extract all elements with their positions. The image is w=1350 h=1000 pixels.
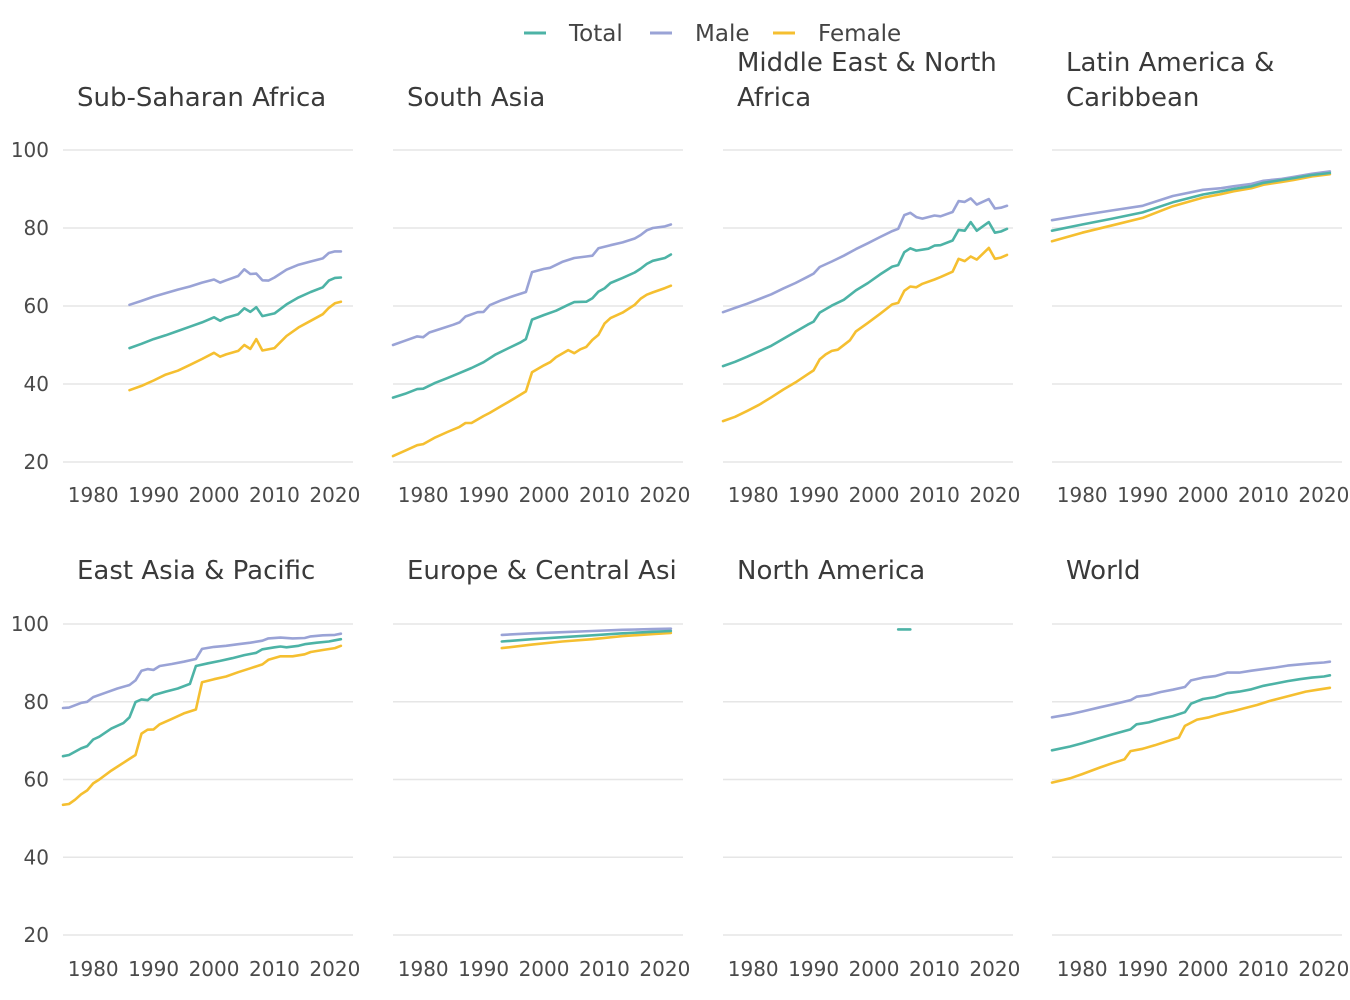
series-line-total	[500, 629, 673, 643]
x-tick-label: 2020	[1298, 957, 1349, 981]
x-tick-label: 1990	[788, 483, 839, 507]
legend-label-total: Total	[568, 21, 623, 47]
series-line-male	[1050, 660, 1332, 719]
series-line-female	[1050, 172, 1332, 243]
x-tick-label: 1990	[128, 483, 179, 507]
x-tick-label: 2020	[969, 483, 1020, 507]
legend-item-total: Total	[524, 21, 623, 47]
chart-panels: Sub-Saharan Africa 20 40 60 80 100 1980 1990 200…	[11, 48, 1350, 981]
x-tick-label: 2020	[309, 483, 360, 507]
legend-label-female: Female	[818, 21, 901, 47]
panel-sub-saharan-africa: Sub-Saharan Africa 20 40 60 80 100 1980 1990 200…	[11, 83, 361, 507]
x-tick-label: 1990	[1117, 957, 1168, 981]
panel-world: World 1980 1990 2000 2010 2020	[1050, 556, 1349, 981]
legend: Total Male Female	[524, 21, 901, 47]
series-line-female	[61, 644, 343, 807]
x-tick-label: 2000	[519, 483, 570, 507]
panel-north-america: North America 1980 1990 2000 2010 2020	[723, 556, 1020, 981]
x-tick-label: 1980	[68, 483, 119, 507]
x-tick-label: 2000	[1178, 957, 1229, 981]
series-line-total	[61, 637, 343, 758]
panel-title: Sub-Saharan Africa	[77, 83, 326, 113]
panel-east-asia-pacific: East Asia & Pacific 20 40 60 80 100 1980 1990 20…	[11, 556, 361, 981]
x-tick-label: 2000	[519, 957, 570, 981]
series-line-male	[500, 627, 673, 637]
x-tick-label: 2020	[969, 957, 1020, 981]
panel-title: Caribbean	[1066, 83, 1199, 113]
series-line-female	[391, 284, 673, 458]
x-tick-label: 2010	[579, 483, 630, 507]
x-tick-label: 2020	[1298, 483, 1349, 507]
series-line-male	[721, 197, 1009, 314]
series-line-female	[1050, 686, 1332, 784]
panel-title: North America	[737, 556, 925, 586]
legend-item-male: Male	[650, 21, 749, 47]
x-tick-label: 1990	[128, 957, 179, 981]
x-tick-label: 2010	[1238, 957, 1289, 981]
y-tick-label: 80	[24, 216, 49, 240]
x-tick-label: 2020	[639, 957, 690, 981]
x-tick-label: 2020	[639, 483, 690, 507]
series-line-female	[128, 300, 343, 392]
y-tick-label: 80	[24, 690, 49, 714]
x-tick-label: 2000	[849, 483, 900, 507]
x-tick-label: 2010	[579, 957, 630, 981]
series-line-male	[61, 632, 343, 710]
series-line-total	[1050, 674, 1332, 752]
y-tick-label: 20	[24, 450, 49, 474]
y-tick-label: 40	[24, 372, 49, 396]
x-tick-label: 2000	[189, 483, 240, 507]
legend-item-female: Female	[773, 21, 901, 47]
x-tick-label: 1980	[1057, 957, 1108, 981]
x-tick-label: 2010	[909, 957, 960, 981]
series-line-total	[721, 220, 1009, 368]
x-tick-label: 2000	[1178, 483, 1229, 507]
y-tick-label: 60	[24, 294, 49, 318]
x-tick-label: 1980	[728, 483, 779, 507]
x-tick-label: 1980	[728, 957, 779, 981]
panel-title: South Asia	[407, 83, 545, 113]
series-line-female	[500, 631, 673, 650]
x-tick-label: 2000	[849, 957, 900, 981]
panel-title: Africa	[737, 83, 811, 113]
x-tick-label: 1990	[1117, 483, 1168, 507]
x-tick-label: 1990	[458, 957, 509, 981]
y-tick-label: 100	[11, 138, 49, 162]
panel-title: Latin America &	[1066, 48, 1274, 78]
y-tick-label: 40	[24, 845, 49, 869]
series-line-total	[391, 253, 673, 399]
panel-europe-central-asi: Europe & Central Asi 1980 1990 2000 2010 2020	[393, 556, 690, 981]
x-tick-label: 1980	[1057, 483, 1108, 507]
x-tick-label: 2010	[909, 483, 960, 507]
y-tick-label: 20	[24, 923, 49, 947]
series-line-female	[721, 246, 1009, 423]
x-tick-label: 1980	[398, 483, 449, 507]
panel-title: Europe & Central Asi	[407, 556, 677, 586]
x-tick-label: 2000	[189, 957, 240, 981]
x-tick-label: 1980	[68, 957, 119, 981]
y-tick-label: 100	[11, 612, 49, 636]
series-line-total	[128, 276, 343, 350]
series-line-male	[391, 223, 673, 347]
panel-title: East Asia & Pacific	[77, 556, 315, 586]
x-tick-label: 2020	[309, 957, 360, 981]
panel-middle-east-north-africa: Middle East & North Africa 1980 1990 2000 201…	[721, 48, 1020, 507]
x-tick-label: 1990	[458, 483, 509, 507]
series-line-male	[128, 250, 343, 307]
panel-latin-america-caribbean: Latin America & Caribbean 1980 1990 2000 2010…	[1050, 48, 1349, 507]
x-tick-label: 2010	[249, 957, 300, 981]
panel-south-asia: South Asia 1980 1990 2000 2010 2020	[391, 83, 690, 507]
x-tick-label: 2010	[1238, 483, 1289, 507]
panel-title: Middle East & North	[737, 48, 997, 78]
x-tick-label: 1980	[398, 957, 449, 981]
panel-title: World	[1066, 556, 1141, 586]
y-tick-label: 60	[24, 768, 49, 792]
x-tick-label: 1990	[788, 957, 839, 981]
legend-label-male: Male	[695, 21, 749, 47]
x-tick-label: 2010	[249, 483, 300, 507]
series-line-total	[1050, 171, 1332, 232]
